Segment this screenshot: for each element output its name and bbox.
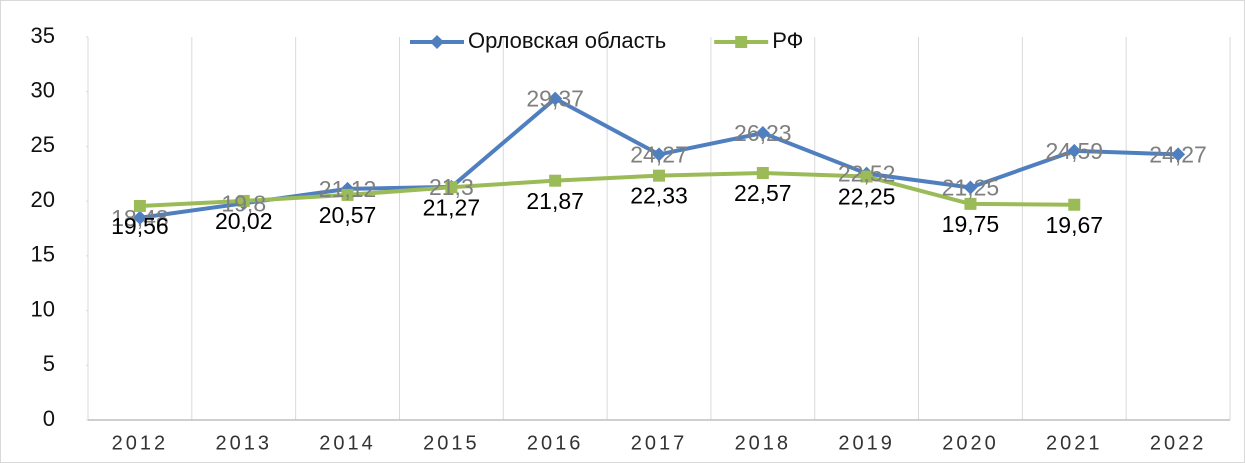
- y-tick-label: 20: [31, 187, 55, 212]
- marker: [652, 147, 666, 162]
- marker: [755, 125, 770, 140]
- marker: [132, 210, 147, 225]
- marker: [1171, 147, 1186, 162]
- data-label: 29,37: [526, 86, 584, 112]
- x-tick-label: 2012: [112, 432, 169, 454]
- x-tick-label: 2013: [215, 432, 272, 454]
- marker: [445, 181, 458, 194]
- marker: [963, 180, 978, 195]
- x-tick-label: 2016: [527, 432, 584, 454]
- data-label: 18,48: [111, 205, 169, 231]
- data-label: 19,75: [942, 211, 1000, 237]
- data-label: 21,25: [942, 175, 1000, 201]
- marker: [653, 169, 665, 182]
- data-label: 22,25: [838, 184, 896, 210]
- x-tick-label: 2019: [838, 432, 895, 454]
- marker: [133, 199, 146, 212]
- legend-label: Орловская область: [468, 28, 666, 53]
- marker: [1068, 198, 1081, 211]
- marker: [237, 194, 250, 207]
- marker: [341, 188, 354, 201]
- data-label: 26,23: [734, 120, 792, 146]
- x-tick-label: 2015: [423, 432, 480, 454]
- y-tick-label: 30: [31, 78, 55, 103]
- data-label: 22,52: [838, 161, 896, 187]
- x-tick-label: 2021: [1046, 432, 1103, 454]
- x-tick-label: 2017: [631, 432, 688, 454]
- marker: [860, 170, 873, 183]
- x-tick-label: 2020: [942, 432, 999, 454]
- data-label: 24,27: [1149, 141, 1207, 167]
- y-tick-label: 25: [31, 132, 55, 157]
- data-label: 20,02: [215, 208, 273, 234]
- data-label: 19,8: [221, 190, 266, 216]
- data-label: 24,59: [1045, 138, 1103, 164]
- data-label: 20,57: [319, 202, 377, 228]
- x-tick-label: 2022: [1150, 432, 1207, 454]
- data-label: 22,33: [630, 183, 688, 209]
- data-label: 21,3: [429, 174, 474, 200]
- legend-marker: [430, 35, 444, 49]
- marker: [964, 197, 977, 210]
- marker: [549, 174, 562, 187]
- legend-marker: [735, 36, 748, 48]
- data-label: 21,12: [319, 176, 377, 202]
- y-tick-label: 0: [43, 406, 55, 431]
- x-tick-label: 2014: [319, 432, 376, 454]
- y-tick-label: 35: [31, 23, 55, 48]
- y-tick-label: 10: [31, 296, 55, 321]
- x-tick-label: 2018: [735, 432, 792, 454]
- data-label: 19,67: [1045, 212, 1103, 238]
- y-tick-label: 5: [43, 351, 55, 376]
- marker: [548, 91, 563, 106]
- marker: [756, 167, 769, 180]
- legend-label: РФ: [772, 28, 803, 53]
- marker: [1067, 143, 1082, 158]
- data-label: 19,56: [111, 213, 169, 239]
- y-tick-label: 15: [31, 242, 55, 267]
- data-label: 21,87: [526, 188, 584, 214]
- series-line: [139, 171, 1075, 208]
- data-label: 21,27: [423, 194, 481, 220]
- data-label: 22,57: [734, 180, 792, 206]
- data-label: 24,27: [630, 141, 688, 167]
